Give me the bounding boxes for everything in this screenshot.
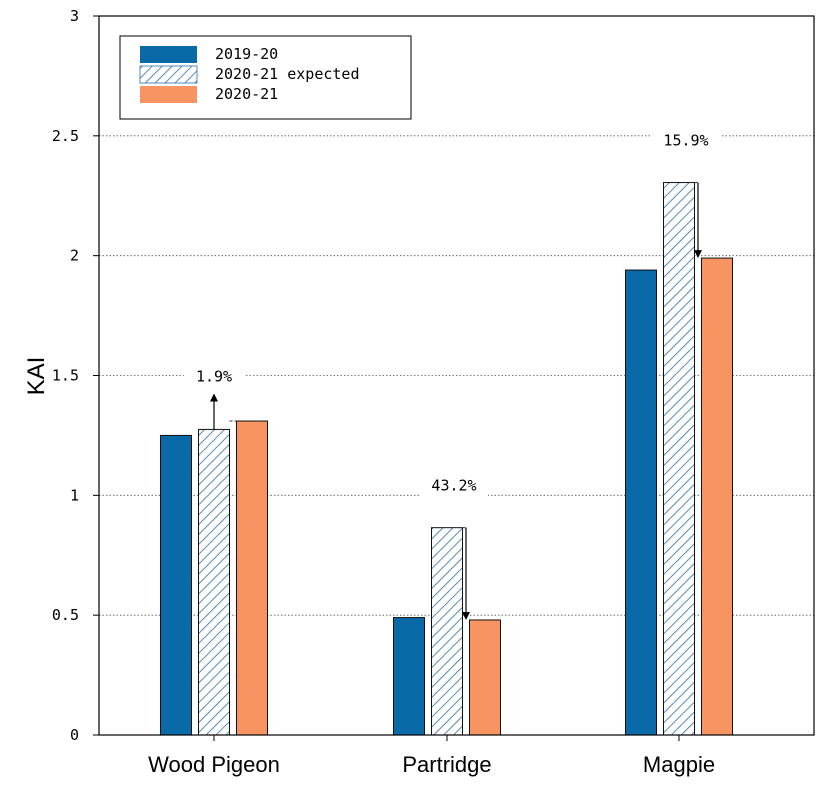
annotations: 1.9% 43.2% 15.9% (184, 132, 720, 620)
bar (663, 182, 695, 736)
annotation-label: 43.2% (431, 477, 476, 495)
bar (701, 257, 733, 736)
x-tick-label: Partridge (402, 752, 491, 777)
annotation-label-bg (420, 477, 488, 498)
legend-label: 2020-21 (215, 85, 278, 103)
y-tick-label: 0.5 (52, 606, 79, 624)
arrowhead (694, 250, 702, 259)
y-tick-label: 2.5 (52, 127, 79, 145)
annotation-label-bg (184, 368, 244, 389)
legend-swatch (139, 65, 198, 84)
bar (625, 269, 657, 736)
y-tick-label: 0 (70, 726, 79, 744)
annotation-label: 1.9% (196, 368, 232, 386)
bar (393, 617, 425, 736)
bar (160, 434, 192, 736)
y-tick-label: 2 (70, 247, 79, 265)
arrowhead (462, 611, 470, 620)
arrowhead (210, 393, 218, 402)
x-tick-label: Magpie (643, 752, 715, 777)
legend-swatch (140, 86, 197, 103)
annotation-label: 15.9% (663, 132, 708, 150)
legend-swatch (140, 46, 197, 63)
y-tick-label: 1.5 (52, 367, 79, 385)
bars (160, 182, 733, 736)
axes: 0 0.5 1 1.5 2 2.5 3 Wood Pigeon Partridge Magpie (52, 7, 815, 777)
y-axis-title: KAI (23, 357, 50, 396)
legend-label: 2020-21 expected (215, 65, 360, 83)
bar (431, 527, 463, 736)
legend-label: 2019-20 (215, 45, 278, 63)
annotation-label-bg (652, 132, 720, 153)
y-tick-label: 3 (70, 7, 79, 25)
bar (236, 420, 268, 736)
legend: 2019-20 2020-21 expected 2020-21 (119, 35, 412, 120)
x-tick-label: Wood Pigeon (148, 752, 280, 777)
bar (198, 428, 230, 736)
y-tick-label: 1 (70, 486, 79, 504)
bar (469, 619, 501, 736)
